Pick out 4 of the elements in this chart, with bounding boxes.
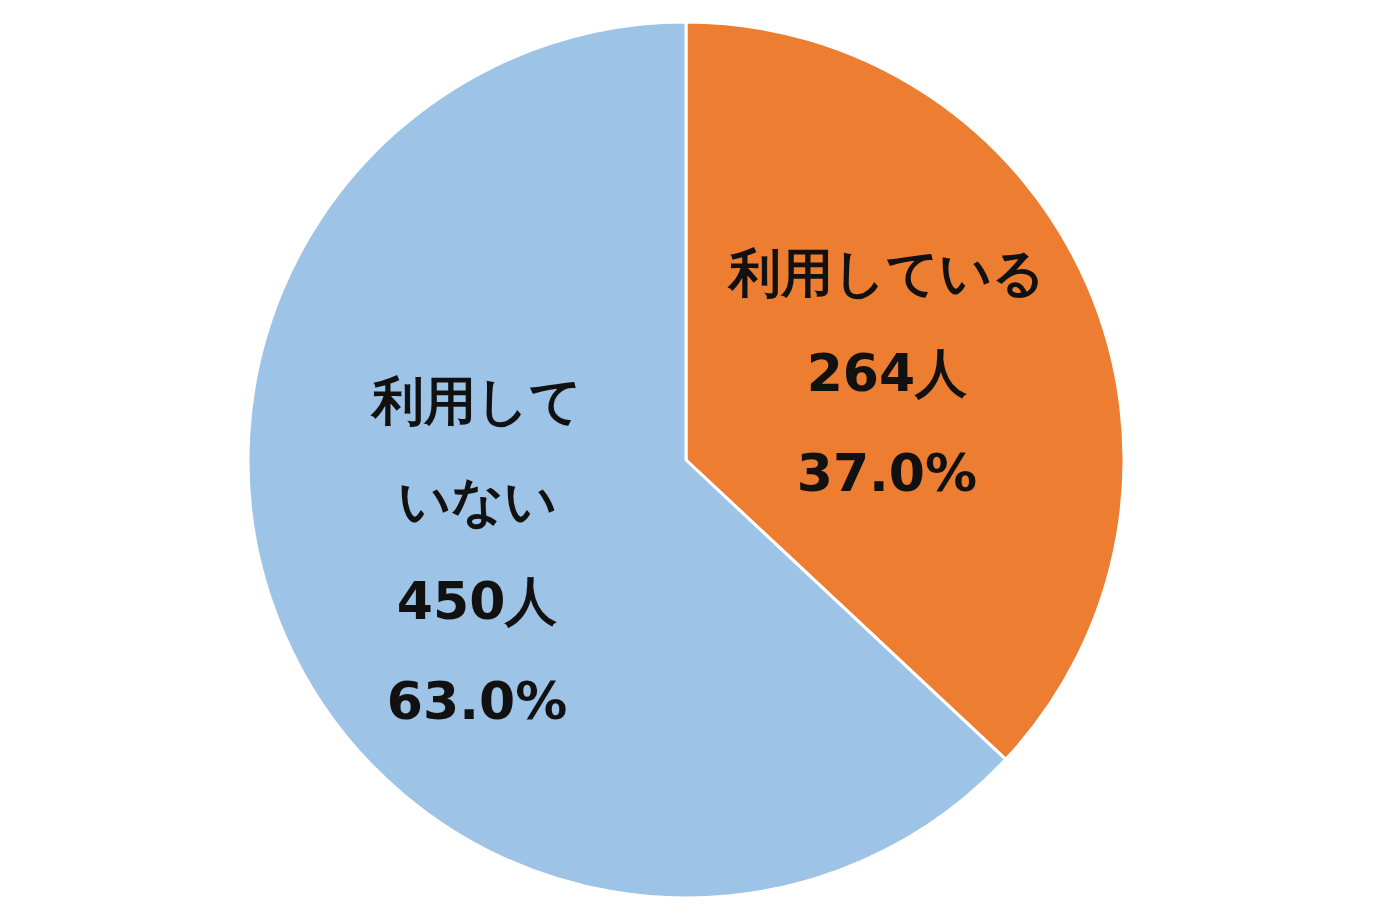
data-label: 264人 37.0% — [796, 342, 978, 503]
data-label: 450人 63.0% — [386, 570, 568, 731]
slice-label: 利用している — [726, 242, 1045, 303]
slice-label: 利用していない — [370, 370, 583, 531]
